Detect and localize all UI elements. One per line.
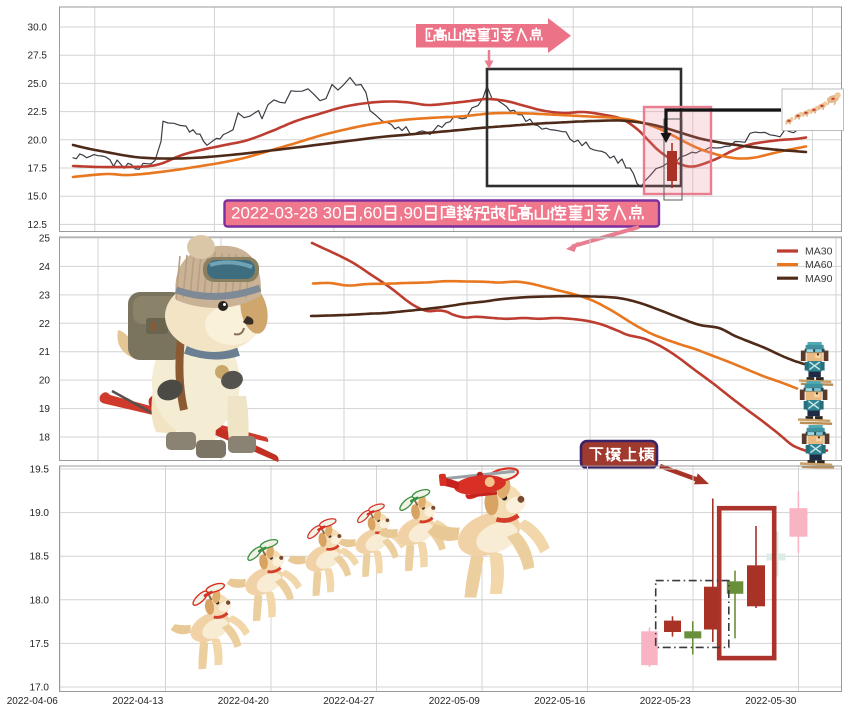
svg-text:22: 22: [39, 319, 51, 330]
svg-text:2022-03-28 30: 2022-03-28 30: [231, 204, 342, 223]
svg-text:MA30: MA30: [805, 246, 833, 258]
svg-text:MA60: MA60: [805, 259, 833, 271]
svg-text:19: 19: [39, 404, 51, 415]
svg-text:17.5: 17.5: [30, 639, 50, 650]
svg-text:25: 25: [39, 234, 51, 245]
svg-text:18: 18: [39, 433, 51, 444]
svg-text:19.5: 19.5: [30, 465, 50, 476]
svg-text:2022-05-16: 2022-05-16: [534, 696, 586, 707]
svg-text:20: 20: [39, 376, 51, 387]
svg-text:12.5: 12.5: [28, 220, 48, 231]
svg-text:19.0: 19.0: [30, 508, 50, 519]
svg-text:,60: ,60: [358, 204, 382, 223]
svg-text:21: 21: [39, 347, 51, 358]
svg-text:2022-05-30: 2022-05-30: [745, 696, 797, 707]
svg-text:2022-05-23: 2022-05-23: [640, 696, 692, 707]
svg-text:2022-04-06: 2022-04-06: [7, 696, 59, 707]
svg-text:2022-04-20: 2022-04-20: [218, 696, 270, 707]
svg-text:2022-04-13: 2022-04-13: [112, 696, 164, 707]
svg-text:22.5: 22.5: [28, 107, 48, 118]
svg-text:17.5: 17.5: [28, 164, 48, 175]
svg-text:,90: ,90: [399, 204, 423, 223]
svg-text:MA90: MA90: [805, 273, 833, 285]
svg-text:23: 23: [39, 290, 51, 301]
svg-text:2022-05-09: 2022-05-09: [429, 696, 481, 707]
svg-text:2022-04-27: 2022-04-27: [323, 696, 375, 707]
svg-text:15.0: 15.0: [28, 192, 48, 203]
svg-text:17.0: 17.0: [30, 683, 50, 694]
svg-text:25.0: 25.0: [28, 79, 48, 90]
svg-text:18.0: 18.0: [30, 595, 50, 606]
svg-text:27.5: 27.5: [28, 51, 48, 62]
svg-text:18.5: 18.5: [30, 552, 50, 563]
svg-text:24: 24: [39, 262, 51, 273]
svg-text:20.0: 20.0: [28, 135, 48, 146]
svg-text:30.0: 30.0: [28, 23, 48, 34]
